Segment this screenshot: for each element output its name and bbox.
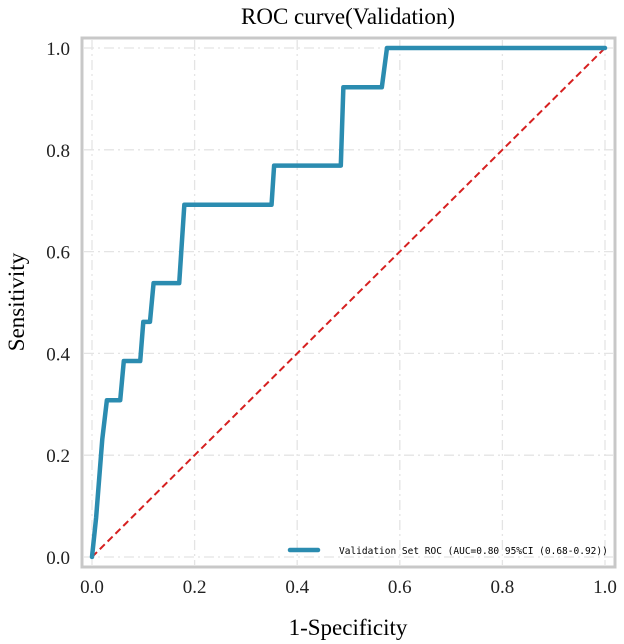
x-tick-label: 0.0 [80, 577, 104, 598]
lines [89, 45, 608, 560]
y-tick-label: 0.6 [46, 243, 70, 264]
plot-frame [80, 36, 617, 569]
y-tick-label: 0.8 [46, 141, 70, 162]
x-axis-label: 1-Specificity [289, 615, 408, 640]
chart-title: ROC curve(Validation) [241, 4, 455, 29]
x-tick-label: 0.8 [491, 577, 515, 598]
legend: Validation Set ROC (AUC=0.80 95%CI (0.68… [287, 546, 608, 557]
legend-label: Validation Set ROC (AUC=0.80 95%CI (0.68… [339, 546, 608, 557]
roc-curve-line [89, 45, 608, 560]
x-tick-label: 0.6 [388, 577, 412, 598]
y-axis-label: Sensitivity [4, 252, 29, 351]
y-tick-label: 0.0 [46, 548, 70, 569]
y-tick-label: 0.2 [46, 446, 70, 467]
ticks: 0.0 0.2 0.4 0.6 0.8 1.0 0.0 0.2 0.4 0.6 0.8 1.0 [46, 39, 617, 598]
y-tick-label: 1.0 [46, 39, 70, 60]
y-tick-label: 0.4 [46, 344, 70, 365]
x-tick-label: 1.0 [593, 577, 617, 598]
x-tick-label: 0.4 [285, 577, 309, 598]
x-tick-label: 0.2 [183, 577, 207, 598]
